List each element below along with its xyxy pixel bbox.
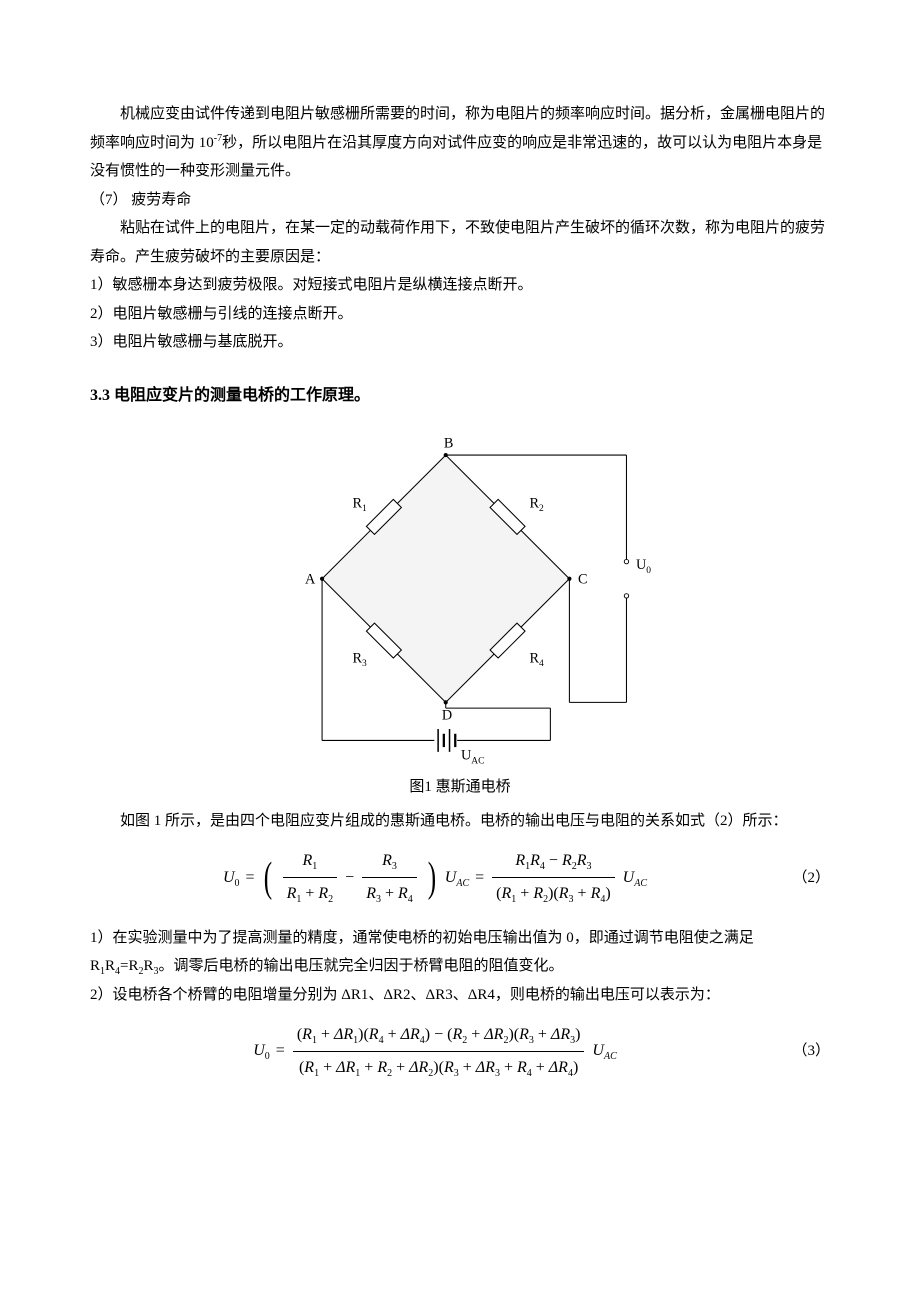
paragraph-note-2: 2）设电桥各个桥臂的电阻增量分别为 ΔR1、ΔR2、ΔR3、ΔR4，则电桥的输出… [90,981,830,1010]
list-item-1: 1）敏感栅本身达到疲劳极限。对短接式电阻片是纵横连接点断开。 [90,271,830,300]
svg-text:R1: R1 [353,495,368,514]
svg-text:A: A [305,571,316,587]
paragraph-freq-response: 机械应变由试件传递到电阻片敏感栅所需要的时间，称为电阻片的频率响应时间。据分析，… [90,100,830,186]
svg-text:R4: R4 [529,650,544,669]
svg-text:UAC: UAC [461,747,485,766]
figure-caption: 图1 惠斯通电桥 [90,773,830,802]
svg-text:C: C [578,571,588,587]
paragraph-fatigue: 粘贴在试件上的电阻片，在某一定的动载荷作用下，不致使电阻片产生破坏的循环次数，称… [90,214,830,271]
page: 机械应变由试件传递到电阻片敏感栅所需要的时间，称为电阻片的频率响应时间。据分析，… [0,0,920,1302]
svg-text:R2: R2 [529,495,544,514]
heading-3-3: 3.3 电阻应变片的测量电桥的工作原理。 [90,381,830,411]
svg-text:U0: U0 [636,557,651,576]
equation-3-number: （3） [780,1037,830,1066]
figure-wheatstone-bridge: B A C D R1 R2 R3 R4 U0 UAC 图1 惠斯通电桥 [90,417,830,802]
svg-text:D: D [442,707,452,723]
paragraph-bridge-intro: 如图 1 所示，是由四个电阻应变片组成的惠斯通电桥。电桥的输出电压与电阻的关系如… [90,807,830,836]
svg-text:B: B [444,435,454,451]
list-item-3: 3）电阻片敏感栅与基底脱开。 [90,328,830,357]
svg-text:R3: R3 [353,650,368,669]
equation-2: U0 = ( R1 R1 + R2 − R3 R3 + R4 ) UAC = R… [90,846,830,910]
list-item-2: 2）电阻片敏感栅与引线的连接点断开。 [90,300,830,329]
item-7-label: （7） 疲劳寿命 [90,186,830,215]
equation-2-number: （2） [780,864,830,893]
paragraph-note-1: 1）在实验测量中为了提高测量的精度，通常使电桥的初始电压输出值为 0，即通过调节… [90,924,830,982]
equation-3: U0 = (R1 + ΔR1)(R4 + ΔR4) − (R2 + ΔR2)(R… [90,1020,830,1084]
bridge-svg: B A C D R1 R2 R3 R4 U0 UAC [265,417,655,769]
